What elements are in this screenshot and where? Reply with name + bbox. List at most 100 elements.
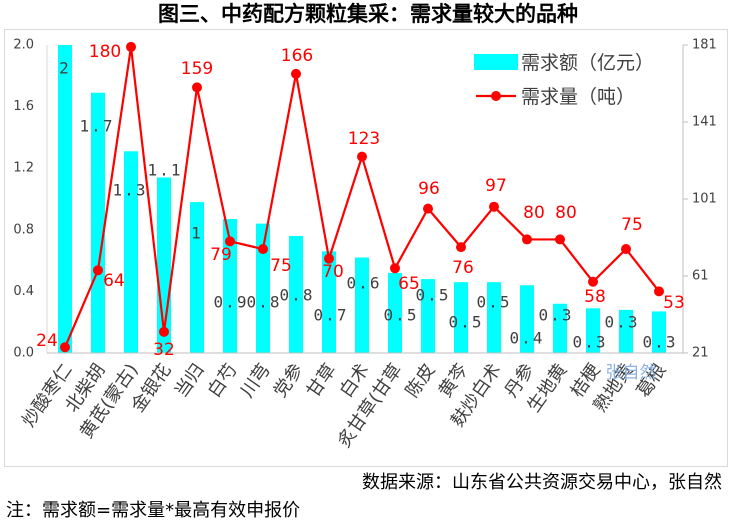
left-axis-tick-label: 0.4	[13, 284, 34, 299]
demand-volume-marker	[423, 203, 433, 214]
bar-data-label: 2	[59, 59, 71, 78]
bar-data-label: 1.3	[113, 181, 148, 200]
demand-volume-marker	[489, 201, 499, 212]
demand-volume-marker	[159, 326, 169, 337]
footnote: 注：需求额=需求量*最高有效申报价	[6, 500, 300, 521]
left-axis-tick-label: 1.6	[13, 99, 34, 114]
line-data-label: 70	[322, 262, 344, 282]
line-data-label: 79	[210, 245, 232, 265]
demand-amount-bar	[520, 285, 534, 353]
left-axis-tick-label: 0.0	[13, 346, 34, 361]
line-data-label: 58	[584, 287, 606, 307]
demand-volume-marker	[192, 82, 202, 93]
demand-amount-bar	[487, 282, 501, 353]
bar-data-label: 0.3	[605, 313, 640, 332]
demand-amount-bar	[322, 251, 336, 353]
line-data-label: 65	[398, 274, 420, 294]
bar-data-label: 0.5	[384, 306, 419, 325]
demand-amount-bar	[223, 219, 237, 353]
left-axis-tick-label: 2.0	[13, 38, 34, 53]
right-axis-tick-label: 181	[692, 38, 717, 53]
bar-data-label: 0.3	[573, 333, 608, 352]
bar-data-labels: 21.71.31.110.90.80.80.70.60.50.50.50.50.…	[59, 59, 678, 352]
legend: 需求额（亿元） 需求量（吨）	[474, 52, 654, 108]
right-axis-tick-label: 61	[692, 269, 709, 284]
right-axis-tick-label: 141	[692, 115, 717, 130]
bar-data-label: 0.5	[477, 293, 512, 312]
right-axis-tick-label: 101	[692, 192, 717, 207]
demand-volume-marker	[357, 151, 367, 162]
bar-data-label: 0.9	[214, 293, 249, 312]
legend-label-demand-amount: 需求额（亿元）	[521, 52, 654, 74]
demand-volume-marker	[588, 276, 598, 287]
bar-data-label: 1.7	[80, 117, 115, 136]
demand-amount-bar	[91, 92, 105, 354]
demand-amount-bar	[619, 309, 633, 353]
bar-data-label: 0.6	[347, 274, 382, 293]
demand-volume-marker	[654, 286, 664, 297]
demand-volume-marker	[60, 342, 70, 353]
demand-volume-line-group	[60, 41, 664, 353]
demand-amount-bar	[58, 45, 72, 353]
demand-volume-marker	[555, 234, 565, 245]
demand-volume-marker	[324, 253, 334, 264]
bar-data-label: 0.8	[247, 293, 282, 312]
author-watermark: 张自然	[606, 363, 657, 383]
demand-amount-bar	[388, 272, 402, 353]
left-axis-tick-label: 1.2	[13, 161, 34, 176]
left-axis-ticks: 0.0 0.4 0.8 1.2 1.6 2.0	[13, 38, 34, 361]
line-data-label: 32	[153, 340, 175, 360]
demand-amount-bar	[289, 235, 303, 353]
demand-volume-marker	[456, 242, 466, 253]
bar-data-label: 0.8	[280, 286, 315, 305]
right-axis-tick-label: 21	[692, 346, 709, 361]
chart-title: 图三、中药配方颗粒集采：需求量较大的品种	[158, 2, 578, 26]
demand-amount-bar	[586, 308, 600, 353]
demand-volume-marker	[126, 41, 136, 52]
line-data-label: 53	[663, 293, 685, 313]
bar-data-label: 1.1	[148, 161, 183, 180]
bar-data-label: 0.4	[510, 329, 545, 348]
bar-data-label: 0.3	[539, 306, 574, 325]
line-data-label: 75	[621, 215, 643, 235]
line-data-label: 96	[418, 179, 440, 199]
line-data-label: 123	[348, 129, 380, 149]
demand-volume-marker	[225, 236, 235, 247]
demand-amount-bar	[421, 279, 435, 353]
demand-volume-marker	[93, 265, 103, 276]
demand-volume-marker	[621, 244, 631, 255]
right-axis-ticks: 21 61 101 141 181	[683, 38, 717, 361]
demand-volume-marker	[390, 263, 400, 274]
demand-volume-marker	[522, 234, 532, 245]
demand-amount-bar	[454, 282, 468, 353]
bar-data-label: 0.5	[449, 313, 484, 332]
demand-amount-bar	[124, 151, 138, 353]
line-data-label: 180	[89, 42, 121, 62]
demand-amount-bar-group	[58, 45, 666, 354]
line-data-label: 166	[281, 46, 313, 66]
line-data-label: 80	[523, 203, 545, 223]
demand-amount-bar	[256, 223, 270, 353]
demand-volume-marker	[258, 244, 268, 255]
bar-data-label: 0.7	[314, 306, 349, 325]
line-data-labels: 24 64 180 32 159 79 75 166 70 123 65 96 76 97 80 80 58 75…	[36, 42, 685, 360]
data-source-note: 数据来源：山东省公共资源交易中心，张自然	[362, 472, 722, 493]
legend-label-demand-volume: 需求量（吨）	[521, 86, 635, 108]
left-axis-tick-label: 0.8	[13, 222, 34, 237]
line-data-label: 159	[181, 59, 213, 79]
line-data-label: 97	[485, 176, 507, 196]
demand-volume-marker	[291, 68, 301, 79]
line-data-label: 75	[270, 256, 292, 276]
bar-data-label: 0.5	[416, 286, 451, 305]
demand-amount-bar	[652, 311, 666, 353]
demand-amount-bar	[190, 202, 204, 353]
demand-amount-bar	[553, 303, 567, 353]
line-data-label: 80	[555, 203, 577, 223]
bar-data-label: 0.3	[643, 333, 678, 352]
line-data-label: 76	[452, 258, 474, 278]
line-data-label: 24	[36, 331, 58, 351]
legend-swatch-demand-amount	[474, 54, 518, 70]
bar-data-label: 1	[191, 224, 203, 243]
line-data-label: 64	[103, 271, 125, 291]
